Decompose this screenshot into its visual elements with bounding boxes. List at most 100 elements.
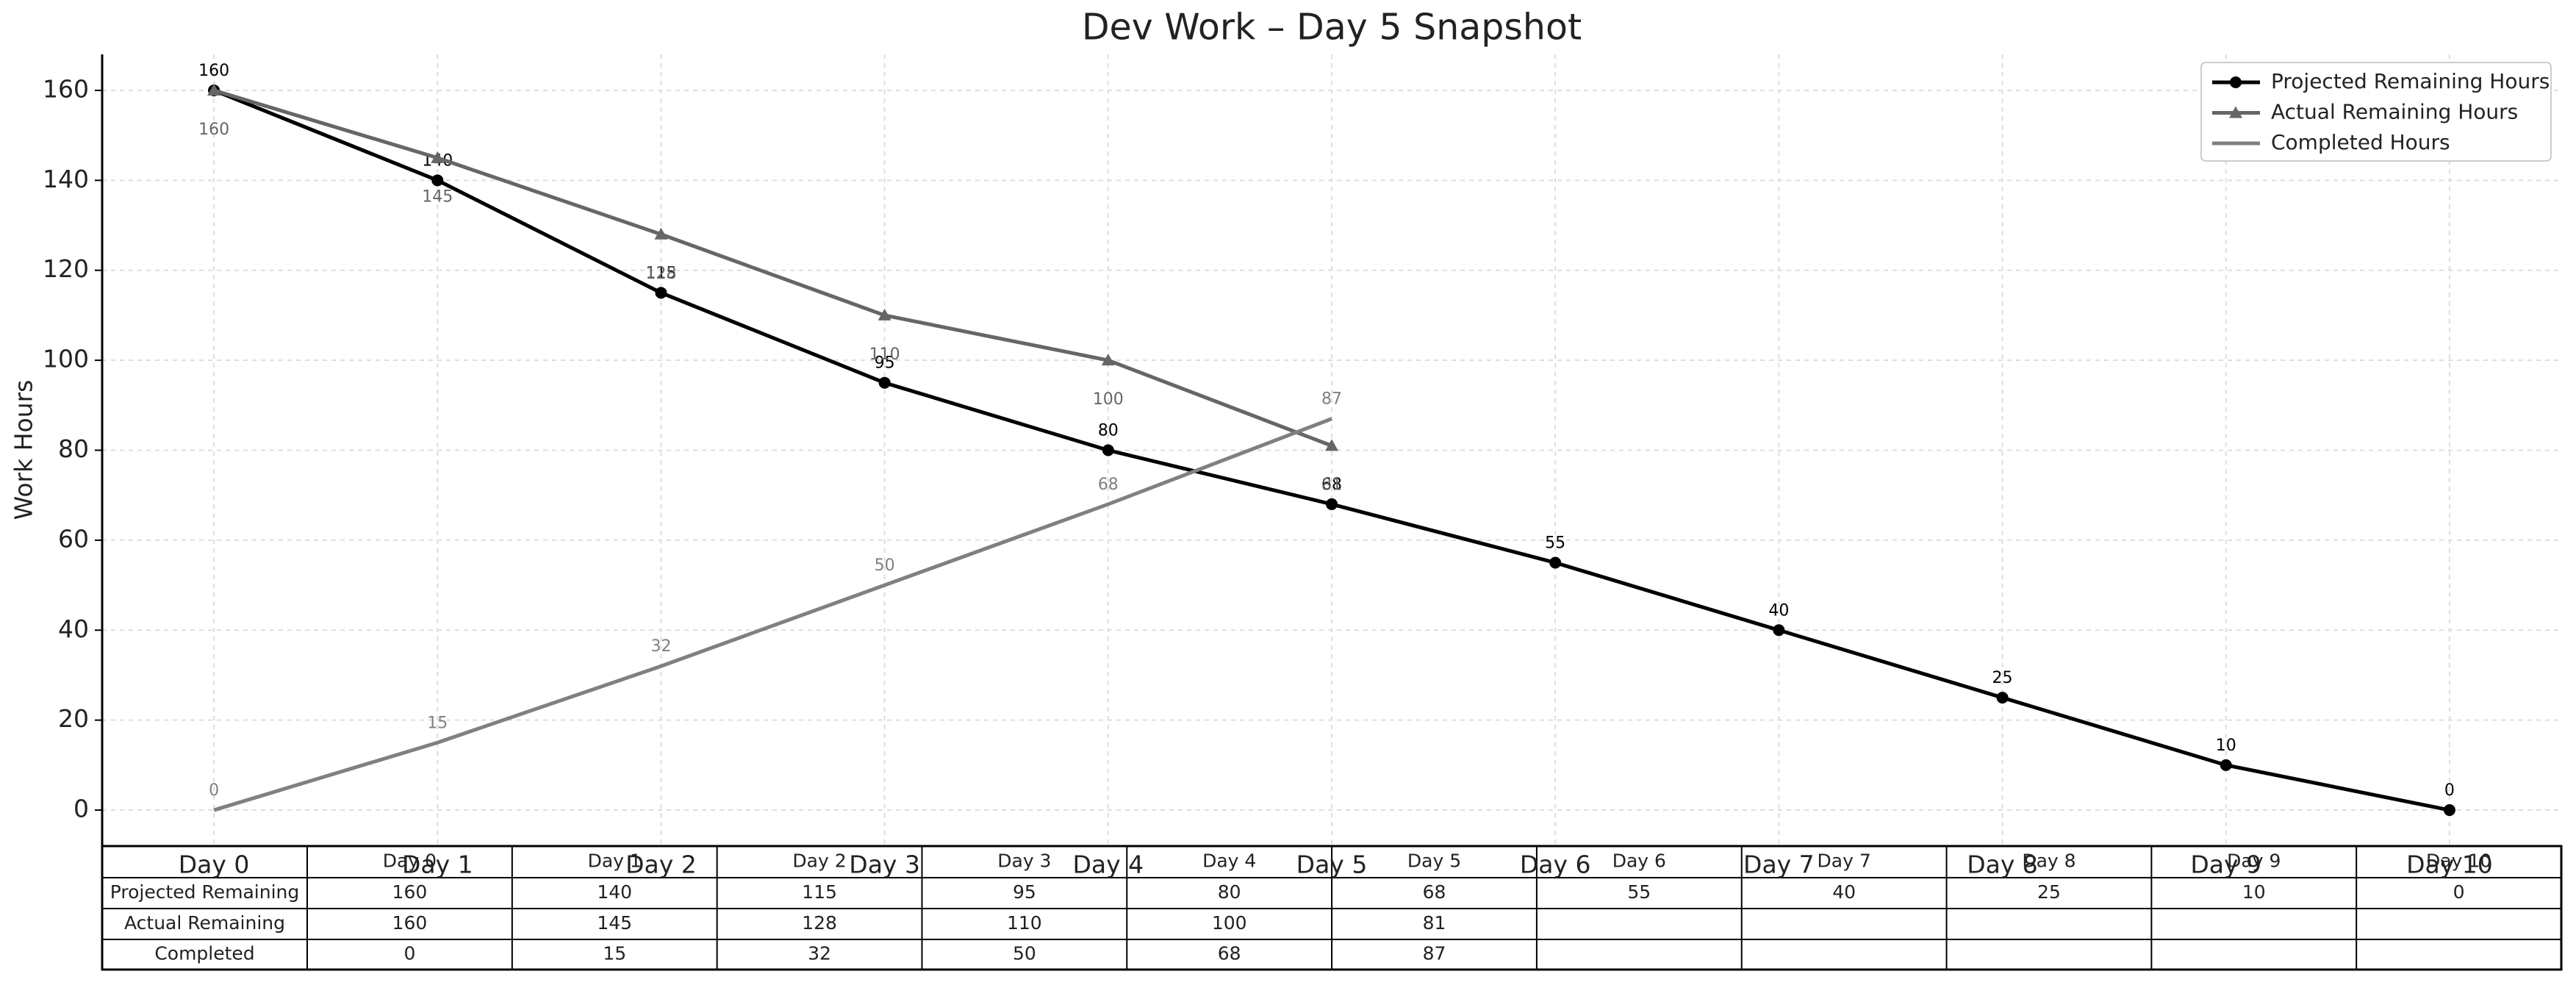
legend-label: Projected Remaining Hours <box>2271 69 2550 93</box>
table-cell: 80 <box>1218 881 1241 903</box>
table-header: Day 3 <box>997 850 1051 872</box>
table-cell: 160 <box>392 912 428 934</box>
x-tick-label: Day 9 <box>2190 850 2261 879</box>
data-label: 55 <box>1545 534 1565 552</box>
table-header: Day 9 <box>2227 850 2281 872</box>
point <box>655 287 667 299</box>
y-tick-label: 0 <box>73 795 89 823</box>
data-label: 80 <box>1098 422 1119 440</box>
data-label: 15 <box>427 714 448 732</box>
table-row-label: Completed <box>154 943 254 964</box>
data-label: 32 <box>650 637 671 656</box>
y-tick-label: 140 <box>43 165 89 193</box>
point <box>1773 624 1785 637</box>
data-label: 68 <box>1321 476 1342 494</box>
data-label: 128 <box>645 265 676 283</box>
point <box>1325 439 1338 451</box>
x-tick-label: Day 8 <box>1967 850 2038 879</box>
x-tick-label: Day 4 <box>1072 850 1144 879</box>
data-label: 115 <box>645 264 676 282</box>
series-line <box>213 417 1332 812</box>
table-cell: 128 <box>802 912 837 934</box>
table-header: Day 6 <box>1612 850 1666 872</box>
table-row-label: Actual Remaining <box>124 912 285 934</box>
y-tick-label: 80 <box>58 434 89 463</box>
data-label: 160 <box>198 121 229 139</box>
table-header: Day 5 <box>1407 850 1461 872</box>
table-cell: 160 <box>392 881 428 903</box>
legend-marker <box>2230 76 2242 88</box>
table-cell: 140 <box>597 881 632 903</box>
table-cell: 10 <box>2242 881 2266 903</box>
x-tick-label: Day 7 <box>1743 850 1815 879</box>
point <box>431 151 445 163</box>
data-label: 87 <box>1321 390 1342 409</box>
table-header: Day 10 <box>2426 850 2491 872</box>
chart-title: Dev Work – Day 5 Snapshot <box>1082 7 1582 49</box>
y-tick-label: 60 <box>58 524 89 553</box>
point <box>2443 804 2455 817</box>
x-tick-label: Day 10 <box>2406 850 2493 879</box>
y-axis-label: Work Hours <box>10 380 38 520</box>
data-label: 100 <box>1093 390 1124 409</box>
table-cell: 115 <box>802 881 837 903</box>
data-label: 0 <box>209 781 219 800</box>
point <box>1101 354 1115 366</box>
y-tick-label: 100 <box>43 345 89 373</box>
table-cell: 87 <box>1423 943 1446 964</box>
table-cell: 25 <box>2037 881 2061 903</box>
point <box>878 376 891 389</box>
point <box>2220 759 2232 771</box>
table-cell: 95 <box>1013 881 1036 903</box>
y-tick-label: 20 <box>58 704 89 733</box>
table-cell: 68 <box>1218 943 1241 964</box>
point <box>1102 444 1114 456</box>
table-header: Day 2 <box>792 850 846 872</box>
point <box>1996 692 2009 704</box>
x-tick-label: Day 1 <box>402 850 473 879</box>
data-label: 68 <box>1098 476 1119 494</box>
point <box>654 227 668 240</box>
legend-label: Actual Remaining Hours <box>2271 100 2518 124</box>
data-label: 95 <box>875 354 895 373</box>
table-cell: 50 <box>1013 943 1036 964</box>
table-cell: 15 <box>603 943 626 964</box>
table-cell: 32 <box>808 943 831 964</box>
data-label: 110 <box>869 345 900 364</box>
point <box>207 83 221 96</box>
data-label: 50 <box>875 556 895 575</box>
y-tick-label: 40 <box>58 615 89 643</box>
x-tick-label: Day 5 <box>1296 850 1368 879</box>
legend-marker <box>2229 106 2242 118</box>
legend-box <box>2200 62 2552 162</box>
legend-label: Completed Hours <box>2271 130 2450 154</box>
table-cell: 40 <box>1832 881 1856 903</box>
x-tick-label: Day 0 <box>179 850 250 879</box>
table-header: Day 7 <box>1818 850 1871 872</box>
table-cell: 100 <box>1212 912 1247 934</box>
x-tick-label: Day 2 <box>625 850 697 879</box>
table-header: Day 8 <box>2022 850 2075 872</box>
point <box>1326 498 1338 510</box>
point <box>431 174 444 187</box>
table-cell: 55 <box>1627 881 1651 903</box>
table-cell: 145 <box>597 912 632 934</box>
x-tick-label: Day 3 <box>849 850 920 879</box>
data-label: 10 <box>2216 737 2236 755</box>
table-cell: 68 <box>1423 881 1446 903</box>
data-label: 160 <box>198 62 229 80</box>
data-label: 40 <box>1768 601 1789 620</box>
series-line <box>213 88 1332 448</box>
table-header: Day 0 <box>383 850 437 872</box>
point <box>878 308 891 320</box>
table-header: Day 1 <box>588 850 642 872</box>
table-cell: 0 <box>403 943 415 964</box>
x-tick-label: Day 6 <box>1520 850 1591 879</box>
data-label: 145 <box>422 188 453 207</box>
table-header: Day 4 <box>1202 850 1256 872</box>
data-label: 81 <box>1321 476 1342 494</box>
data-label: 25 <box>1992 669 2013 687</box>
y-tick-label: 120 <box>43 254 89 283</box>
table-row-label: Projected Remaining <box>110 881 299 903</box>
